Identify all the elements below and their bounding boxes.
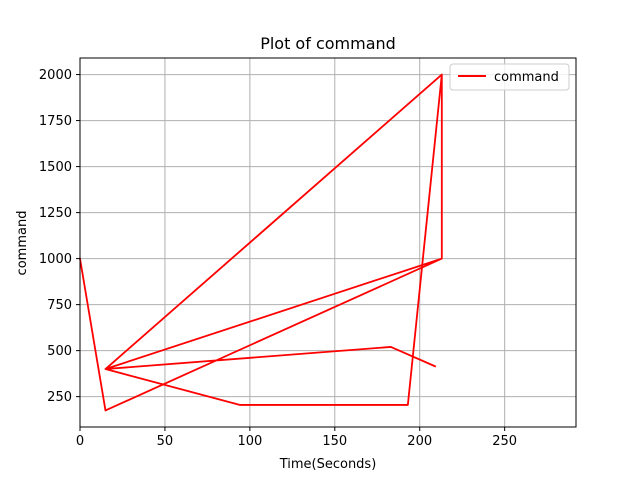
y-tick-label: 500 xyxy=(47,344,72,359)
y-tick-label: 2000 xyxy=(39,68,72,83)
y-axis-label: command xyxy=(15,211,30,276)
x-tick-label: 50 xyxy=(157,434,174,449)
x-tick-label: 150 xyxy=(322,434,347,449)
series-line-command xyxy=(78,73,443,412)
ticks-layer: 0 50 100 150 200 250 250 500 750 1000 1250 1500 1750… xyxy=(39,68,517,449)
x-tick-label: 100 xyxy=(237,434,262,449)
chart-title: Plot of command xyxy=(260,34,396,53)
y-tick-label: 1000 xyxy=(39,252,72,267)
x-tick-label: 200 xyxy=(407,434,432,449)
plot-frame xyxy=(79,57,577,428)
y-tick-label: 1500 xyxy=(39,160,72,175)
legend: command xyxy=(449,63,570,91)
x-axis-label: Time(Seconds) xyxy=(279,457,377,472)
x-tick-label: 0 xyxy=(76,434,84,449)
legend-label-command: command xyxy=(494,70,559,85)
plot-area xyxy=(80,58,576,427)
x-tick-label: 250 xyxy=(492,434,517,449)
y-tick-label: 1250 xyxy=(39,206,72,221)
y-tick-label: 1750 xyxy=(39,114,72,129)
legend-box xyxy=(449,63,570,91)
series-layer xyxy=(78,73,443,412)
y-tick-label: 250 xyxy=(47,390,72,405)
y-tick-label: 750 xyxy=(47,298,72,313)
